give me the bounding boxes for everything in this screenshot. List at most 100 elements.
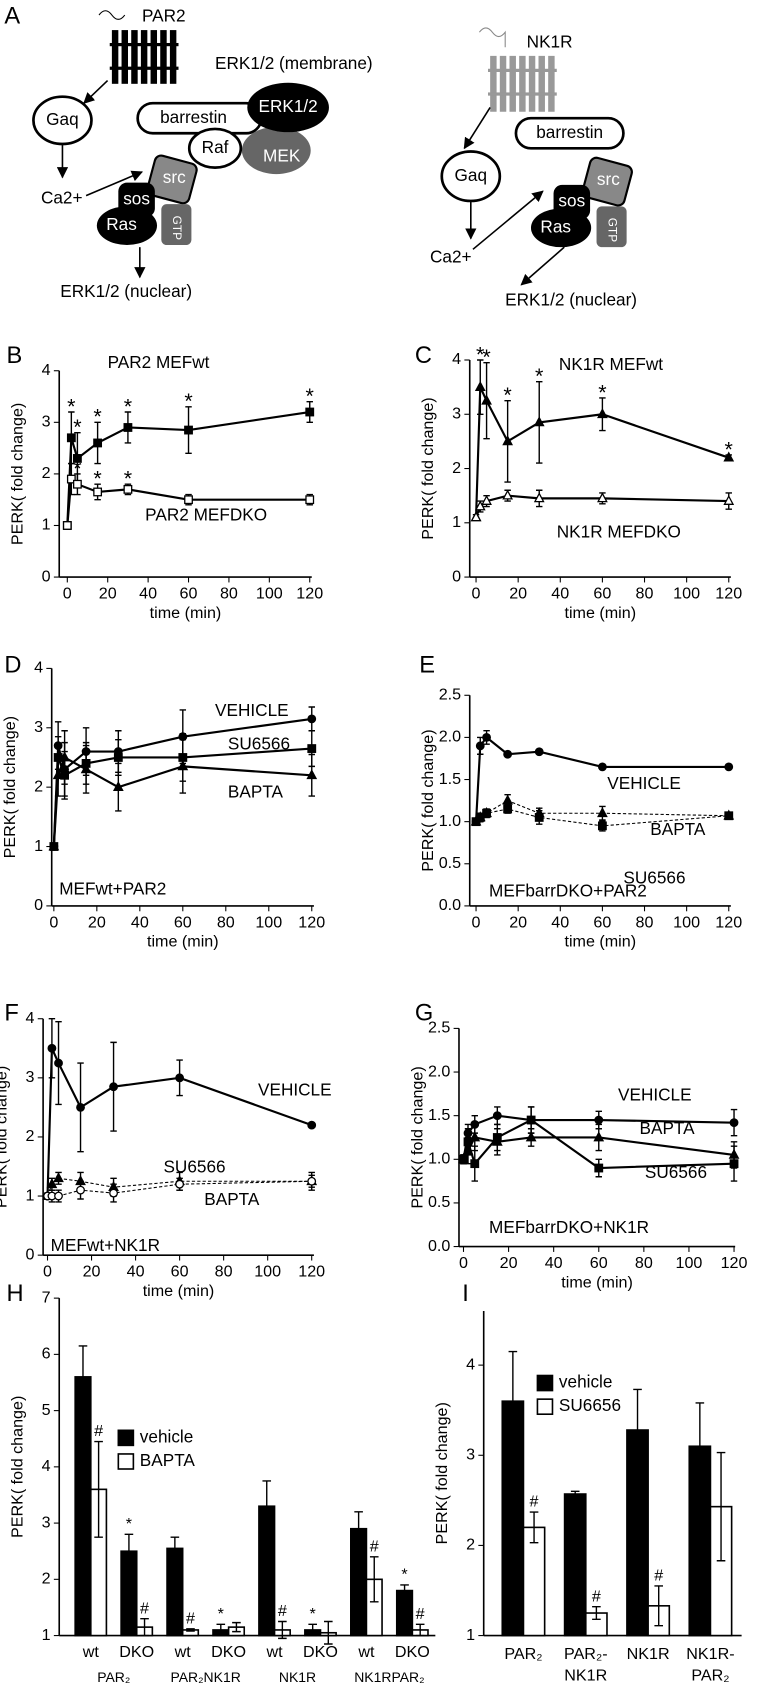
- x-tick-label: 80: [220, 585, 238, 603]
- bar: [166, 1547, 184, 1637]
- error-bar: [415, 1623, 425, 1637]
- gaq-node: [440, 150, 502, 203]
- error-bar: [278, 1620, 287, 1640]
- y-tick-label: 6: [42, 1345, 51, 1363]
- significance: *: [126, 1515, 133, 1533]
- significance: #: [186, 1609, 195, 1627]
- error-bar: [262, 1480, 272, 1533]
- point: [729, 1159, 739, 1169]
- point: [66, 474, 76, 484]
- x-tick-label: 0: [472, 913, 481, 931]
- point: [93, 487, 103, 497]
- series-label: NK1R MEFDKO: [557, 522, 681, 542]
- y-axis-title: PERK( fold change): [0, 1066, 11, 1208]
- point: [93, 438, 103, 448]
- x-tick-label: 0: [459, 1254, 468, 1272]
- error-bar: [654, 1585, 664, 1627]
- point: [73, 479, 82, 489]
- point: [123, 484, 133, 494]
- x-tick-label: 40: [127, 1263, 145, 1281]
- diagram-label: Ras: [540, 216, 571, 236]
- error-bar: [508, 1350, 518, 1452]
- y-axis-title: PERK( fold change): [408, 1066, 426, 1208]
- significance: *: [310, 1605, 317, 1623]
- x-axis-title: time (min): [564, 933, 636, 951]
- significance: *: [476, 342, 485, 366]
- point: [113, 753, 123, 762]
- barrestin-node: [514, 116, 625, 150]
- significance: *: [482, 345, 491, 369]
- series-label: VEHICLE: [618, 1085, 692, 1105]
- point: [112, 780, 124, 792]
- point: [469, 1131, 481, 1142]
- legend-swatch: [117, 1453, 135, 1470]
- point: [724, 811, 734, 821]
- point: [123, 423, 133, 432]
- point: [307, 1120, 317, 1130]
- point: [526, 1115, 536, 1125]
- panel-label: E: [419, 653, 435, 679]
- y-axis-title: PERK( fold change): [9, 403, 27, 545]
- point: [53, 1172, 64, 1183]
- gtp-node: [596, 206, 627, 248]
- y-tick-label: 1.0: [439, 812, 461, 830]
- point: [502, 489, 514, 500]
- point: [305, 407, 315, 417]
- y-tick-label: 2: [42, 1570, 51, 1588]
- y-tick-label: 1: [42, 516, 51, 534]
- x-tick-label: 60: [174, 913, 192, 931]
- x-axis-title: time (min): [143, 1282, 215, 1300]
- y-tick-label: 4: [34, 659, 43, 677]
- y-tick-label: 3: [26, 1068, 35, 1086]
- y-tick-label: 2: [34, 777, 43, 795]
- bar: [74, 1376, 92, 1637]
- arrow: [463, 107, 491, 150]
- x-tick-label: 80: [635, 1254, 653, 1272]
- src-node: [146, 154, 198, 205]
- point: [533, 416, 545, 427]
- legend-label: SU6656: [559, 1395, 621, 1415]
- x-tick-label: 40: [139, 585, 157, 603]
- point: [306, 769, 318, 780]
- diagram-label: barrestin: [160, 107, 227, 127]
- y-tick-label: 2.5: [439, 686, 461, 704]
- point: [62, 521, 72, 530]
- y-tick-label: 1: [42, 1626, 51, 1644]
- x-tick-label: 80: [215, 1263, 233, 1281]
- error-bar: [633, 1388, 642, 1472]
- x-tick-label: wt: [174, 1643, 192, 1661]
- y-tick-label: 2.0: [439, 728, 461, 746]
- bar: [395, 1589, 414, 1637]
- error-bar: [216, 1623, 226, 1637]
- group-label: PAR₂: [97, 1669, 130, 1685]
- series-label: BAPTA: [650, 819, 706, 839]
- legend-swatch: [536, 1374, 554, 1392]
- significance: *: [535, 364, 544, 388]
- y-tick-label: 1: [466, 1626, 475, 1644]
- significance: *: [503, 383, 512, 407]
- group-label: PAR₂NK1R: [170, 1669, 240, 1685]
- legend-label: vehicle: [140, 1426, 194, 1446]
- x-tick-label: DKO: [211, 1643, 246, 1661]
- significance: #: [278, 1602, 287, 1620]
- series-label: SU6566: [623, 868, 685, 888]
- point: [723, 494, 735, 505]
- significance: *: [306, 384, 315, 408]
- src-node: [581, 156, 633, 207]
- x-tick-label: 100: [254, 1263, 281, 1281]
- significance: *: [184, 389, 193, 413]
- raf-node: [187, 127, 243, 169]
- error-bar: [170, 1536, 180, 1561]
- diagram-label: ERK1/2 (nuclear): [505, 289, 637, 309]
- mek-node: [241, 126, 311, 175]
- y-tick-label: 1: [34, 837, 43, 855]
- significance: #: [654, 1567, 663, 1585]
- error-bar: [695, 1402, 705, 1491]
- significance: *: [124, 394, 133, 418]
- x-tick-label: 0: [43, 1263, 52, 1281]
- x-tick-label: 20: [509, 913, 527, 931]
- point: [533, 492, 545, 503]
- panel-label: G: [415, 1001, 433, 1027]
- receptor-nk1r: [487, 55, 557, 112]
- gtp-node: [161, 204, 192, 246]
